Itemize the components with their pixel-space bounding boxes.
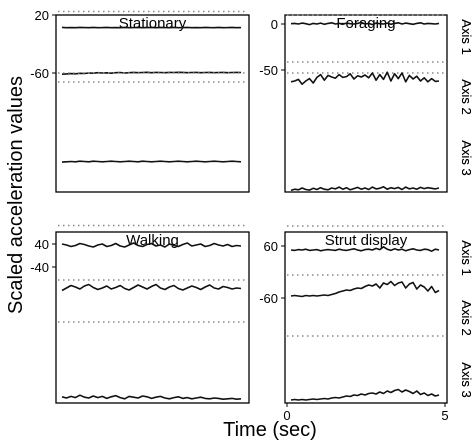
trace-axis-1 bbox=[61, 242, 242, 248]
panel-title: Stationary bbox=[119, 15, 187, 32]
y-axis-title: Scaled acceleration values bbox=[5, 76, 27, 314]
axis-label-2: Axis 2 bbox=[459, 300, 474, 335]
panel-frame bbox=[55, 231, 250, 404]
axis-label-1: Axis 1 bbox=[459, 240, 474, 275]
axis-label-2: Axis 2 bbox=[459, 79, 474, 114]
trace-axis-2 bbox=[290, 280, 440, 298]
x-tick-label: 0 bbox=[283, 408, 290, 423]
x-axis-title: Time (sec) bbox=[223, 419, 317, 441]
y-tick-label: -50 bbox=[259, 63, 278, 78]
y-tick-label: 20 bbox=[35, 8, 49, 23]
panel-stationary: Stationary 20 -60 Axis 1 Axis 2 Axis 3 bbox=[30, 8, 474, 193]
panel-walking: Walking 40 -40 Axis 1 Axis 2 Axis 3 bbox=[30, 224, 474, 404]
panel-frame bbox=[55, 14, 250, 193]
trace-axis-2 bbox=[290, 71, 440, 85]
y-tick-label: 40 bbox=[35, 237, 49, 252]
trace-axis-1 bbox=[290, 21, 440, 26]
y-tick-label: -60 bbox=[30, 66, 49, 81]
axis-label-3: Axis 3 bbox=[459, 140, 474, 175]
trace-axis-2 bbox=[61, 283, 242, 292]
trace-axis-3 bbox=[61, 160, 242, 163]
axis-label-1: Axis 1 bbox=[459, 19, 474, 54]
trace-axis-2 bbox=[61, 71, 242, 75]
trace-axis-3 bbox=[290, 186, 440, 192]
axis-label-3: Axis 3 bbox=[459, 140, 474, 175]
x-tick-label: 5 bbox=[441, 408, 448, 423]
axis-label-2: Axis 2 bbox=[459, 300, 474, 335]
axis-label-3: Axis 3 bbox=[459, 362, 474, 397]
axis-label-1: Axis 1 bbox=[459, 240, 474, 275]
panel-title: Walking bbox=[126, 232, 179, 249]
panel-title: Strut display bbox=[325, 232, 408, 249]
panel-frame bbox=[284, 14, 448, 193]
y-tick-label: -60 bbox=[259, 291, 278, 306]
axis-label-1: Axis 1 bbox=[459, 19, 474, 54]
axis-label-3: Axis 3 bbox=[459, 362, 474, 397]
panel-strut-display: Strut display 60 -60 Axis 1 Axis 2 Axis 3 bbox=[259, 225, 474, 404]
trace-axis-3 bbox=[61, 394, 242, 401]
trace-axis-1 bbox=[290, 246, 440, 252]
y-tick-label: -40 bbox=[30, 260, 49, 275]
axis-label-2: Axis 2 bbox=[459, 79, 474, 114]
panel-frame bbox=[284, 231, 448, 404]
trace-axis-3 bbox=[290, 388, 440, 401]
y-tick-label: 60 bbox=[264, 239, 278, 254]
y-tick-label: 0 bbox=[271, 17, 278, 32]
